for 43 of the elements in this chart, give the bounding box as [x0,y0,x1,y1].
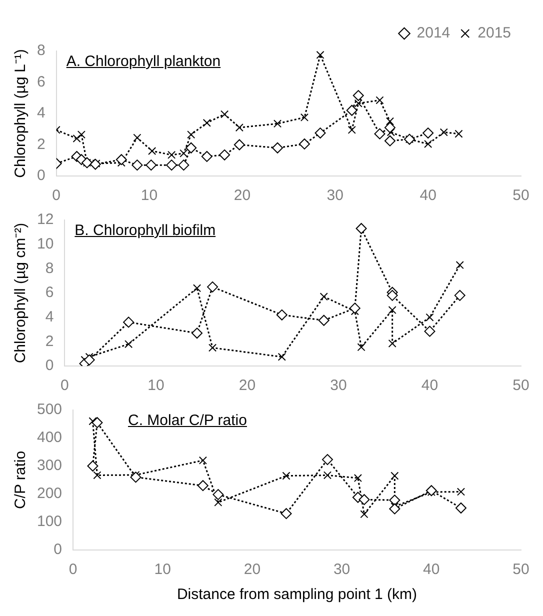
y-tick-label: 2 [37,136,46,153]
x-tick-label: 10 [140,187,158,204]
x-tick-label: 30 [326,187,344,204]
y-tick-label: 8 [37,42,46,60]
y-axis-title: Chlorophyll (µg cm⁻²) [12,222,30,364]
y-tick-label: 2 [45,332,54,350]
y-tick-label: 500 [36,401,62,418]
x-axis-title: Distance from sampling point 1 (km) [176,586,418,604]
x-tick-label: 50 [512,187,530,204]
chart-title: B. Chlorophyll biofilm [74,222,216,239]
x-tick-label: 10 [148,377,164,394]
y-tick-label: 200 [36,485,62,502]
y-tick-label: 0 [54,541,62,558]
y-tick-label: 10 [36,235,54,252]
chart-title: C. Molar C/P ratio [128,412,247,429]
y-tick-label: 4 [37,104,46,122]
x-tick-label: 50 [512,561,530,578]
x-tick-label: 0 [68,561,78,578]
y-tick-label: 100 [36,513,62,530]
y-tick-label: 0 [37,167,46,184]
x-tick-label: 30 [330,377,347,394]
y-axis-title: C/P ratio [12,450,30,510]
x-tick-label: 40 [423,561,440,578]
y-tick-label: 12 [36,211,54,228]
chart-title: A. Chlorophyll plankton [66,53,221,70]
y-axis-title: Chlorophyll (µg L⁻¹) [12,49,30,178]
legend-label: 2015 [478,24,512,42]
x-tick-label: 20 [244,561,261,578]
x-tick-label: 20 [238,377,256,394]
y-tick-label: 6 [45,284,54,302]
x-tick-label: 20 [234,187,251,204]
y-tick-label: 0 [45,357,54,374]
y-tick-label: 8 [45,260,54,277]
x-tick-label: 40 [421,377,438,394]
x-tick-label: 10 [154,561,171,578]
y-tick-label: 4 [45,308,54,326]
x-tick-label: 50 [512,377,530,394]
y-tick-label: 400 [36,429,62,446]
x-tick-label: 40 [420,187,436,204]
x-tick-label: 30 [333,561,350,578]
legend-label: 2014 [416,24,450,42]
y-tick-label: 300 [36,457,62,474]
y-tick-label: 6 [37,73,46,90]
